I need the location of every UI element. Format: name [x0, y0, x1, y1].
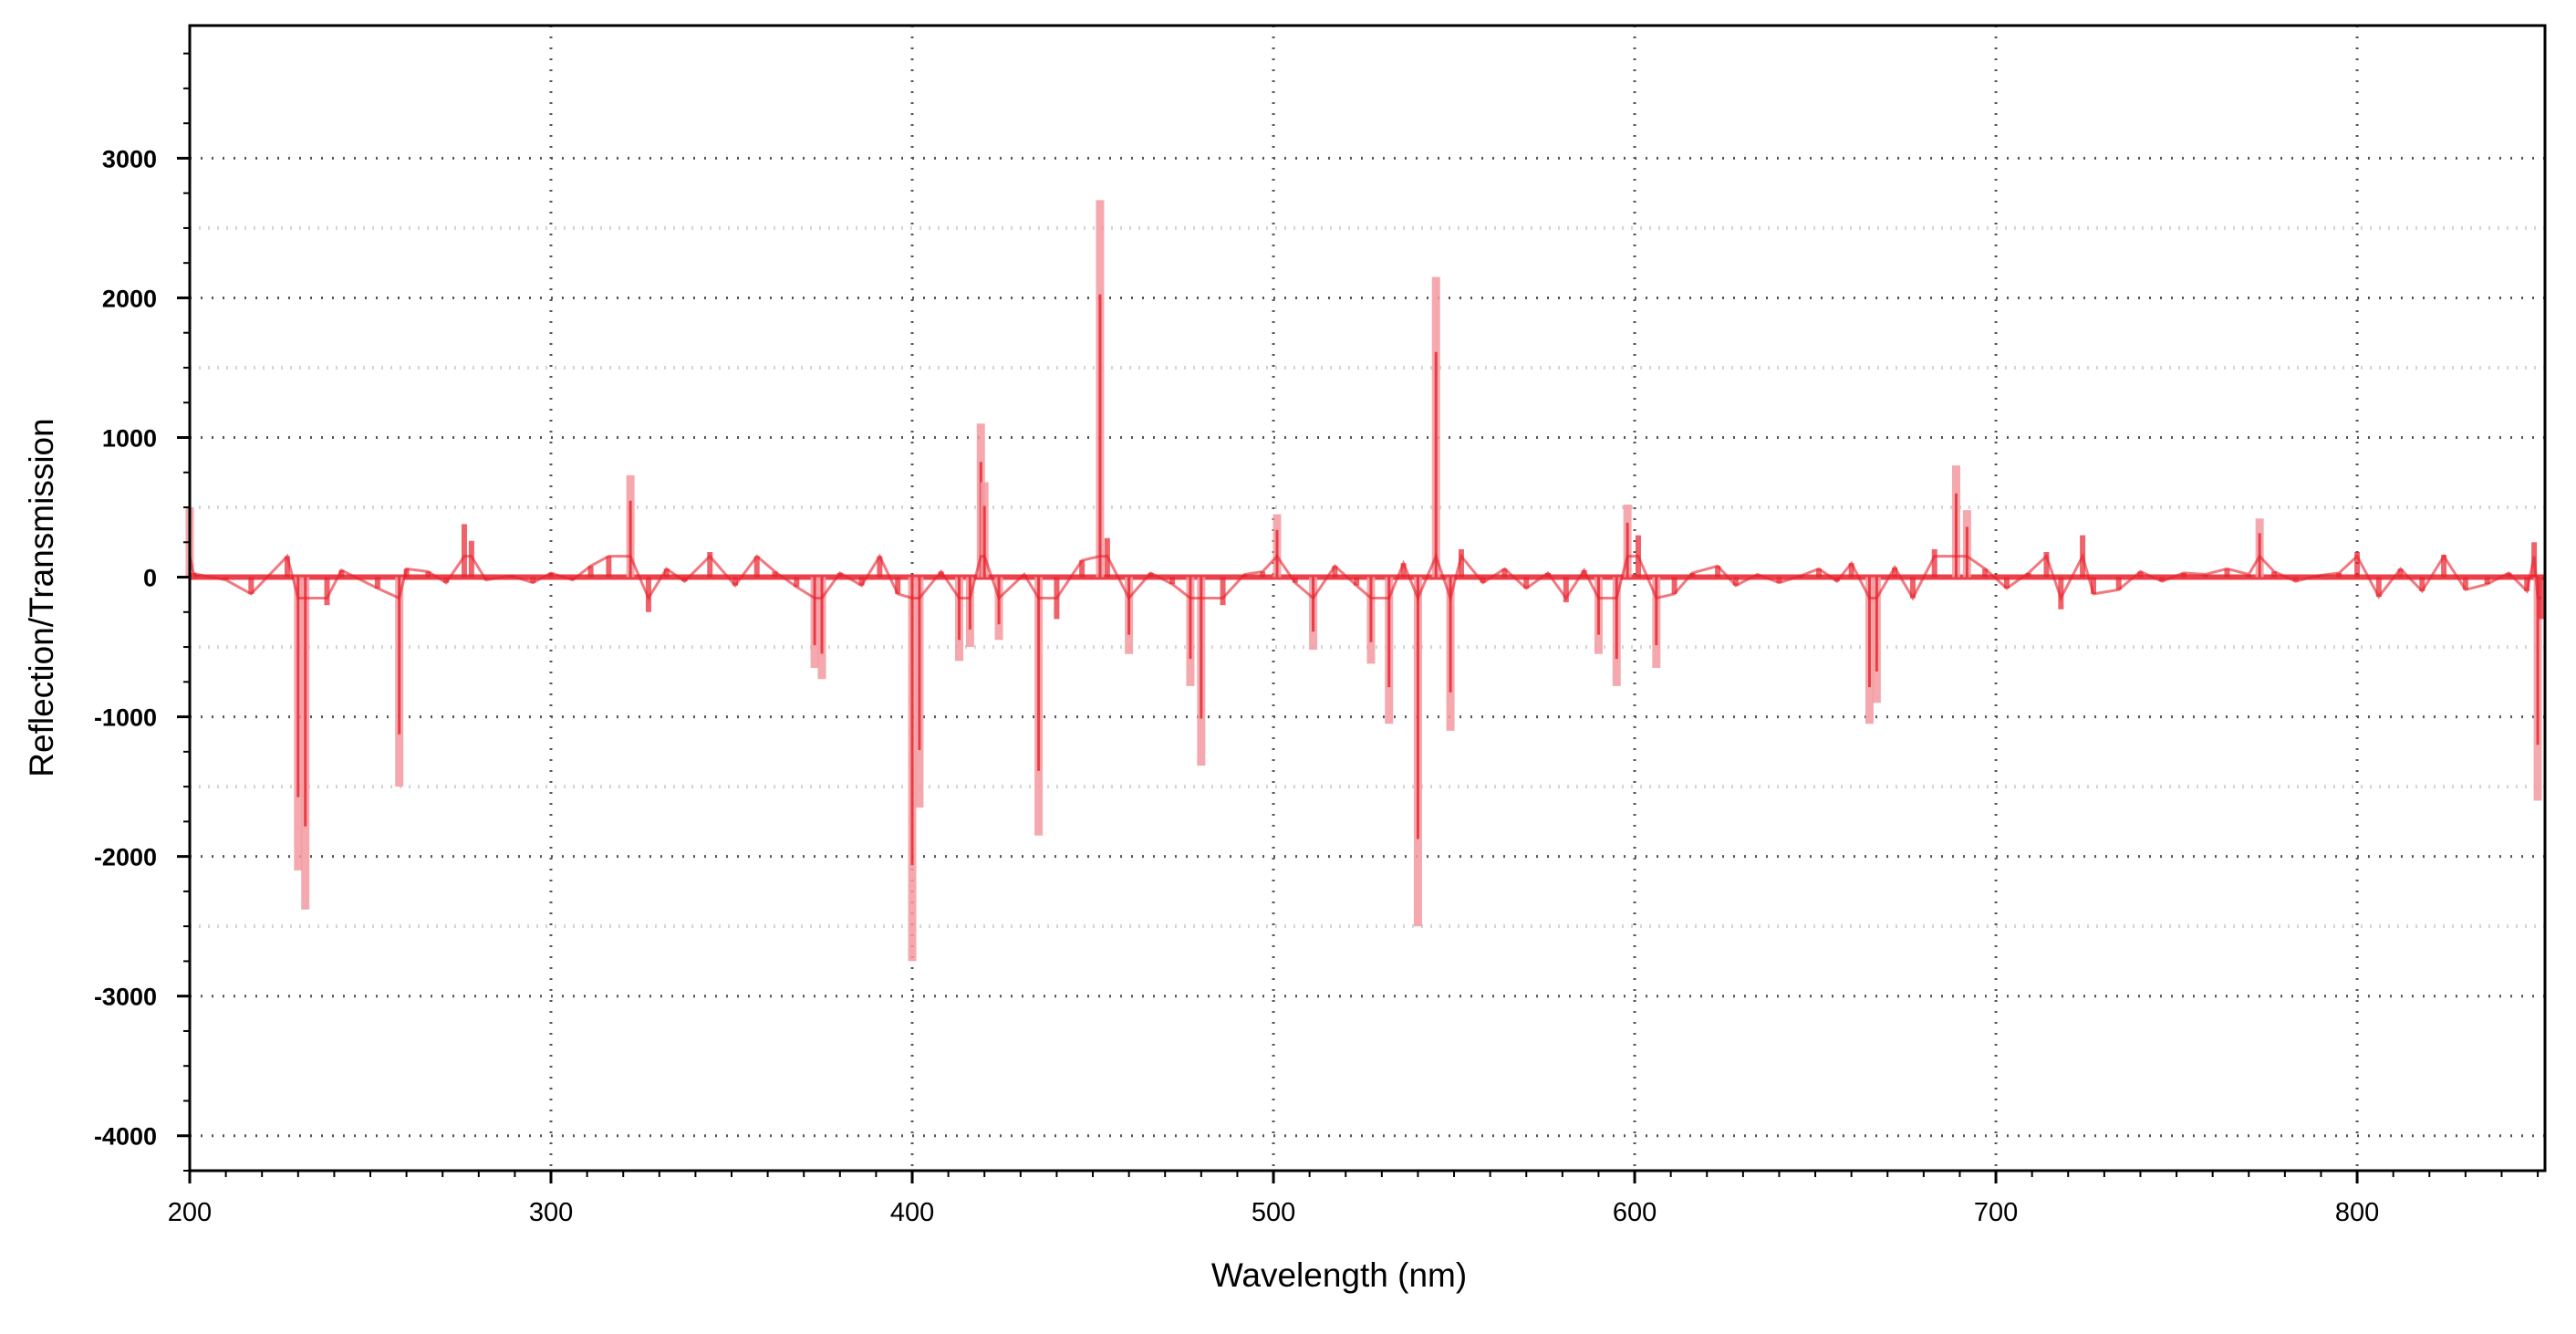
y-tick-labels: 3000 2000 1000 0 -1000 -2000 -3000 -4000: [94, 145, 157, 1150]
data-point: [1909, 577, 1916, 599]
data-point: [2090, 577, 2096, 594]
data-point: [2336, 572, 2342, 578]
tick-marks: [177, 52, 2540, 1183]
data-point: [938, 571, 944, 578]
data-point: [2058, 577, 2064, 610]
data-point: [772, 571, 778, 578]
data-point: [2375, 577, 2382, 597]
data-point: [2441, 555, 2447, 578]
data-point: [1848, 563, 1854, 578]
data-point: [587, 566, 594, 578]
data-point: [193, 574, 200, 578]
data-point: [1220, 577, 1226, 606]
data-point: [223, 577, 229, 580]
plot-frame: [188, 24, 2547, 1172]
data-point: [338, 569, 345, 578]
data-point: [794, 577, 800, 588]
y-tick-label: 0: [143, 565, 157, 592]
data-point: [1458, 548, 1464, 578]
data-point: [1776, 577, 1782, 583]
data-point: [2506, 572, 2512, 578]
x-tick-labels: 200 300 400 500 600 700 800: [168, 1198, 2379, 1227]
data-point: [1292, 577, 1298, 583]
data-point: [2270, 571, 2277, 578]
data-point: [2292, 577, 2299, 582]
data-point: [2524, 577, 2530, 591]
data-point: [324, 577, 330, 606]
data-point: [2419, 577, 2425, 591]
data-point: [2354, 551, 2361, 578]
data-point: [1523, 577, 1530, 589]
y-tick-label: -1000: [94, 704, 157, 732]
x-axis-title: Wavelength (nm): [1211, 1256, 1467, 1294]
y-tick-label: -2000: [94, 844, 157, 871]
data-point: [1931, 548, 1937, 578]
data-point: [2159, 577, 2166, 582]
data-point: [877, 556, 883, 578]
data-point: [284, 556, 290, 578]
data-point: [1169, 577, 1176, 585]
data-point: [1671, 577, 1678, 594]
data-point: [1501, 568, 1508, 578]
x-tick-label: 500: [1252, 1198, 1295, 1227]
data-point: [461, 524, 467, 578]
y-tick-label: 3000: [102, 145, 157, 172]
data-point: [443, 577, 450, 583]
data-point: [2115, 577, 2122, 590]
x-tick-label: 400: [890, 1198, 934, 1227]
data-point: [645, 577, 651, 612]
data-point: [2224, 568, 2230, 578]
data-point: [2003, 577, 2010, 589]
data-point: [753, 556, 760, 578]
data-point: [2202, 574, 2208, 578]
data-point: [2484, 577, 2490, 585]
data-point: [468, 540, 474, 578]
data-point: [732, 577, 738, 586]
data-point: [530, 577, 536, 583]
data-point: [858, 577, 865, 586]
data-point: [1480, 577, 1486, 583]
data-point: [548, 572, 555, 578]
data-point: [1892, 567, 1898, 578]
y-tick-label: 2000: [102, 285, 157, 312]
data-point: [1732, 577, 1739, 586]
data-point: [190, 572, 196, 578]
data-point: [2025, 572, 2031, 578]
data-point: [681, 577, 688, 582]
data-point: [2462, 577, 2468, 590]
data-point: [1715, 566, 1721, 578]
data-point: [2043, 551, 2050, 578]
data-point: [663, 568, 670, 578]
data-point: [1581, 569, 1587, 578]
y-tick-label: 1000: [102, 424, 157, 452]
data-point: [895, 577, 901, 594]
data-point: [248, 577, 254, 594]
data-point: [1260, 571, 1266, 578]
data-point: [374, 577, 380, 589]
data-point: [606, 556, 612, 578]
data-point: [1563, 577, 1569, 603]
data-point: [1354, 577, 1360, 586]
x-tick-label: 300: [529, 1198, 573, 1227]
data-point: [1400, 563, 1407, 578]
series-line: [188, 552, 2542, 603]
data-point: [425, 571, 431, 578]
x-tick-label: 800: [2335, 1198, 2379, 1227]
y-tick-label: -3000: [94, 984, 157, 1011]
data-point: [2137, 571, 2144, 578]
data-point: [707, 551, 713, 578]
data-point: [2180, 572, 2186, 578]
data-point: [1332, 566, 1338, 578]
x-tick-label: 200: [168, 1198, 212, 1227]
x-tick-label: 700: [1974, 1198, 2018, 1227]
y-tick-label: -4000: [94, 1123, 157, 1151]
x-tick-label: 600: [1613, 1198, 1657, 1227]
y-axis-title: Reflection/Transmission: [23, 418, 60, 776]
data-point: [1982, 568, 1989, 578]
data-point: [2397, 568, 2404, 578]
data-point: [1079, 560, 1085, 578]
data-point: [1816, 568, 1823, 578]
